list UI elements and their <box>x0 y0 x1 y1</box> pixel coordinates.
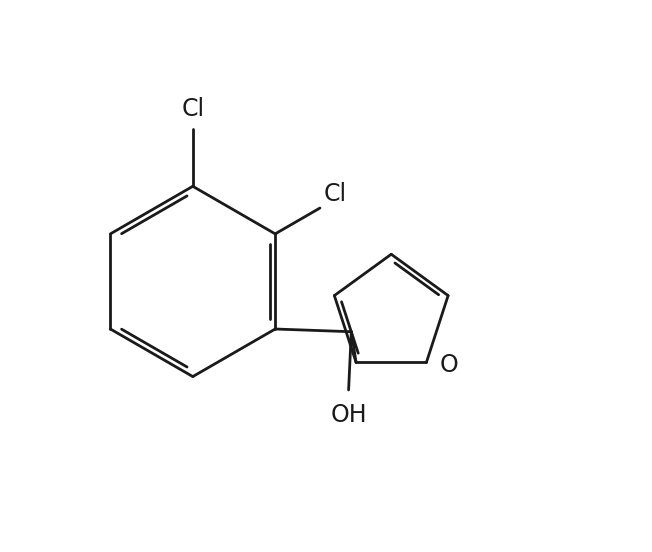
Text: Cl: Cl <box>323 183 347 206</box>
Text: Cl: Cl <box>181 97 204 120</box>
Text: O: O <box>440 353 458 377</box>
Text: OH: OH <box>331 403 367 427</box>
